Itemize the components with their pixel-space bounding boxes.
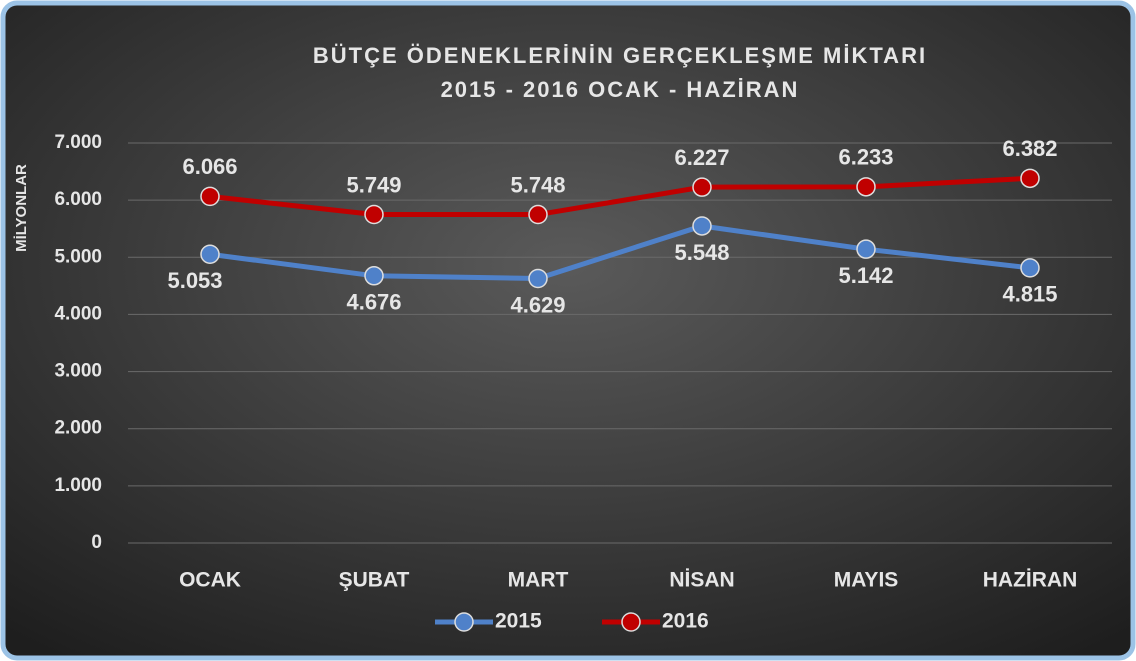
data-label: 6.227 <box>674 145 729 170</box>
data-point <box>1020 258 1040 278</box>
data-label: 5.053 <box>167 268 222 293</box>
legend-label: 2015 <box>495 610 542 633</box>
x-tick-label: MART <box>508 569 569 592</box>
x-tick-label: MAYIS <box>834 569 899 592</box>
data-point <box>200 186 220 207</box>
y-axis-label: MİLYONLAR <box>13 164 30 252</box>
data-label: 6.233 <box>838 145 893 170</box>
data-label: 4.629 <box>510 292 565 317</box>
x-tick-label: OCAK <box>179 569 241 592</box>
data-label: 5.548 <box>674 240 729 265</box>
data-label: 4.815 <box>1002 282 1057 307</box>
data-point <box>692 177 712 197</box>
series-line <box>209 223 1031 281</box>
x-tick-label: NİSAN <box>669 569 734 592</box>
legend-label: 2016 <box>662 610 709 633</box>
y-tick-label: 3.000 <box>54 361 102 382</box>
data-point <box>692 216 712 236</box>
data-point <box>528 204 548 225</box>
data-point <box>528 268 548 289</box>
data-label: 5.142 <box>838 263 893 288</box>
data-label: 4.676 <box>346 290 401 315</box>
x-tick-label: HAZİRAN <box>983 569 1078 592</box>
data-label: 6.066 <box>182 154 237 179</box>
chart-subtitle: 2015 - 2016 OCAK - HAZİRAN <box>441 77 800 102</box>
data-label: 5.748 <box>510 172 565 197</box>
x-tick-label: ŞUBAT <box>339 569 410 592</box>
y-tick-label: 2.000 <box>54 418 102 439</box>
y-tick-label: 1.000 <box>54 475 102 496</box>
y-tick-label: 4.000 <box>54 303 102 324</box>
y-tick-label: 7.000 <box>54 132 102 153</box>
data-label: 5.749 <box>346 172 401 197</box>
data-point <box>364 266 384 286</box>
series-line <box>209 175 1031 218</box>
y-tick-label: 6.000 <box>54 189 102 210</box>
data-label: 6.382 <box>1002 136 1057 161</box>
data-point <box>200 244 220 265</box>
legend-marker <box>621 612 641 632</box>
y-tick-label: 5.000 <box>54 246 102 267</box>
legend-marker <box>454 612 474 632</box>
data-point <box>856 239 876 259</box>
y-tick-label: 0 <box>91 532 102 553</box>
data-point <box>364 204 384 225</box>
chart-title: BÜTÇE ÖDENEKLERİNİN GERÇEKLEŞME MİKTARI <box>313 43 927 68</box>
data-point <box>856 177 876 197</box>
data-point <box>1020 168 1040 189</box>
